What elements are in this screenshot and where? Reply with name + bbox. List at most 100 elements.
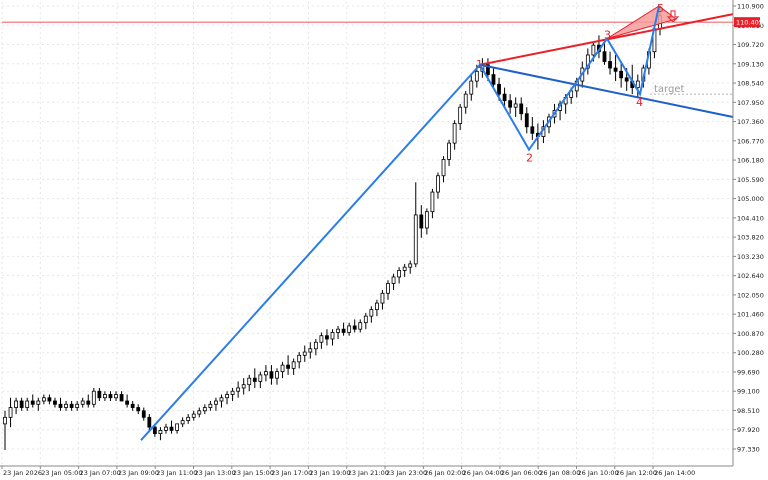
- candlestick-series: [3, 6, 662, 450]
- x-tick-label: 23 Jan 19:00: [309, 469, 350, 477]
- wave-point-label: 4: [636, 96, 643, 109]
- candle-body: [258, 374, 263, 382]
- y-tick-label: 105.590: [737, 176, 764, 184]
- lower-trend-line: [479, 63, 734, 118]
- y-tick-label: 103.230: [737, 253, 764, 261]
- wave-path: [140, 5, 660, 441]
- x-tick-label: 23 Jan 13:00: [195, 469, 236, 477]
- candle-body: [91, 390, 96, 405]
- candle-body: [130, 403, 135, 408]
- candle-body: [3, 416, 7, 425]
- down-arrow-icon: [666, 10, 680, 23]
- candle-body: [519, 103, 524, 115]
- candle-body: [197, 410, 202, 415]
- y-tick-label: 104.410: [737, 214, 764, 222]
- candle-body: [585, 54, 590, 69]
- x-tick-label: 23 Jan 23:00: [386, 469, 427, 477]
- candle-body: [341, 328, 346, 333]
- target-label: target: [654, 84, 684, 95]
- y-tick-label: 97.920: [737, 426, 760, 434]
- y-tick-label: 98.510: [737, 407, 760, 415]
- candle-body: [86, 400, 91, 405]
- candle-body: [241, 384, 246, 389]
- candle-body: [413, 214, 418, 265]
- candle-body: [53, 400, 57, 405]
- candle-body: [313, 341, 318, 350]
- candle-body: [619, 70, 624, 79]
- candle-body: [369, 309, 374, 317]
- candle-body: [497, 83, 501, 95]
- candle-body: [64, 403, 68, 408]
- y-tick-label: 102.050: [737, 291, 764, 299]
- current-price-label: 110.405: [736, 19, 763, 27]
- x-tick-label: 23 Jan 09:00: [118, 469, 159, 477]
- candle-body: [247, 377, 252, 386]
- candle-body: [469, 80, 474, 95]
- candle-body: [25, 400, 30, 408]
- candle-body: [297, 354, 302, 363]
- candle-body: [375, 302, 379, 311]
- candle-body: [136, 407, 141, 412]
- candle-body: [486, 64, 490, 75]
- x-tick-label: 26 Jan 08:00: [539, 469, 580, 477]
- candle-body: [319, 335, 324, 343]
- candle-body: [474, 70, 479, 82]
- candle-body: [14, 400, 19, 408]
- y-tick-label: 99.100: [737, 388, 760, 396]
- candle-body: [608, 61, 612, 69]
- y-tick-label: 105.000: [737, 195, 764, 203]
- candle-body: [263, 371, 268, 376]
- y-tick-label: 106.770: [737, 137, 764, 145]
- candle-body: [358, 322, 363, 330]
- candle-body: [125, 400, 130, 405]
- candle-body: [363, 315, 368, 324]
- candle-body: [164, 426, 168, 431]
- candle-body: [624, 77, 629, 82]
- candle-body: [103, 394, 107, 399]
- x-tick-label: 23 Jan 17:00: [271, 469, 312, 477]
- candle-body: [175, 423, 179, 431]
- candle-body: [430, 191, 435, 213]
- wave-point-label: 5: [657, 2, 664, 15]
- candle-body: [530, 126, 535, 134]
- candle-body: [80, 400, 85, 405]
- candle-body: [269, 371, 274, 379]
- candle-body: [325, 335, 329, 340]
- x-tick-label: 23 Jan 15:00: [233, 469, 274, 477]
- candle-body: [513, 103, 518, 108]
- candle-body: [419, 214, 424, 229]
- candle-body: [69, 403, 74, 408]
- x-tick-label: 23 Jan 11:00: [156, 469, 197, 477]
- x-tick-label: 23 Jan 07:00: [80, 469, 121, 477]
- candle-body: [41, 397, 46, 402]
- candle-body: [97, 390, 102, 399]
- candle-body: [302, 351, 307, 356]
- x-tick-label: 26 Jan 14:00: [654, 469, 695, 477]
- x-tick-label: 23 Jan 05:00: [41, 469, 82, 477]
- candle-body: [408, 263, 413, 268]
- candle-body: [502, 93, 507, 102]
- candle-body: [236, 387, 241, 392]
- x-tick-label: 26 Jan 02:00: [424, 469, 465, 477]
- y-tick-label: 97.330: [737, 446, 760, 454]
- target-triangle: [606, 5, 678, 40]
- candle-body: [447, 142, 451, 160]
- candle-body: [347, 325, 352, 333]
- wolfe-wave-pattern: target 1 2 3 4 5: [2, 2, 734, 441]
- candle-body: [280, 364, 285, 373]
- y-tick-label: 106.180: [737, 157, 764, 165]
- candle-body: [36, 400, 41, 405]
- current-price-tag: [734, 17, 760, 28]
- y-tick-label: 109.720: [737, 41, 764, 49]
- candle-body: [114, 394, 118, 399]
- y-tick-label: 101.460: [737, 311, 764, 319]
- candle-body: [202, 407, 207, 412]
- candle-body: [441, 159, 446, 177]
- candle-body: [336, 328, 340, 333]
- x-tick-label: 26 Jan 06:00: [501, 469, 542, 477]
- wave-point-label: 2: [526, 152, 533, 165]
- candle-body: [180, 420, 185, 425]
